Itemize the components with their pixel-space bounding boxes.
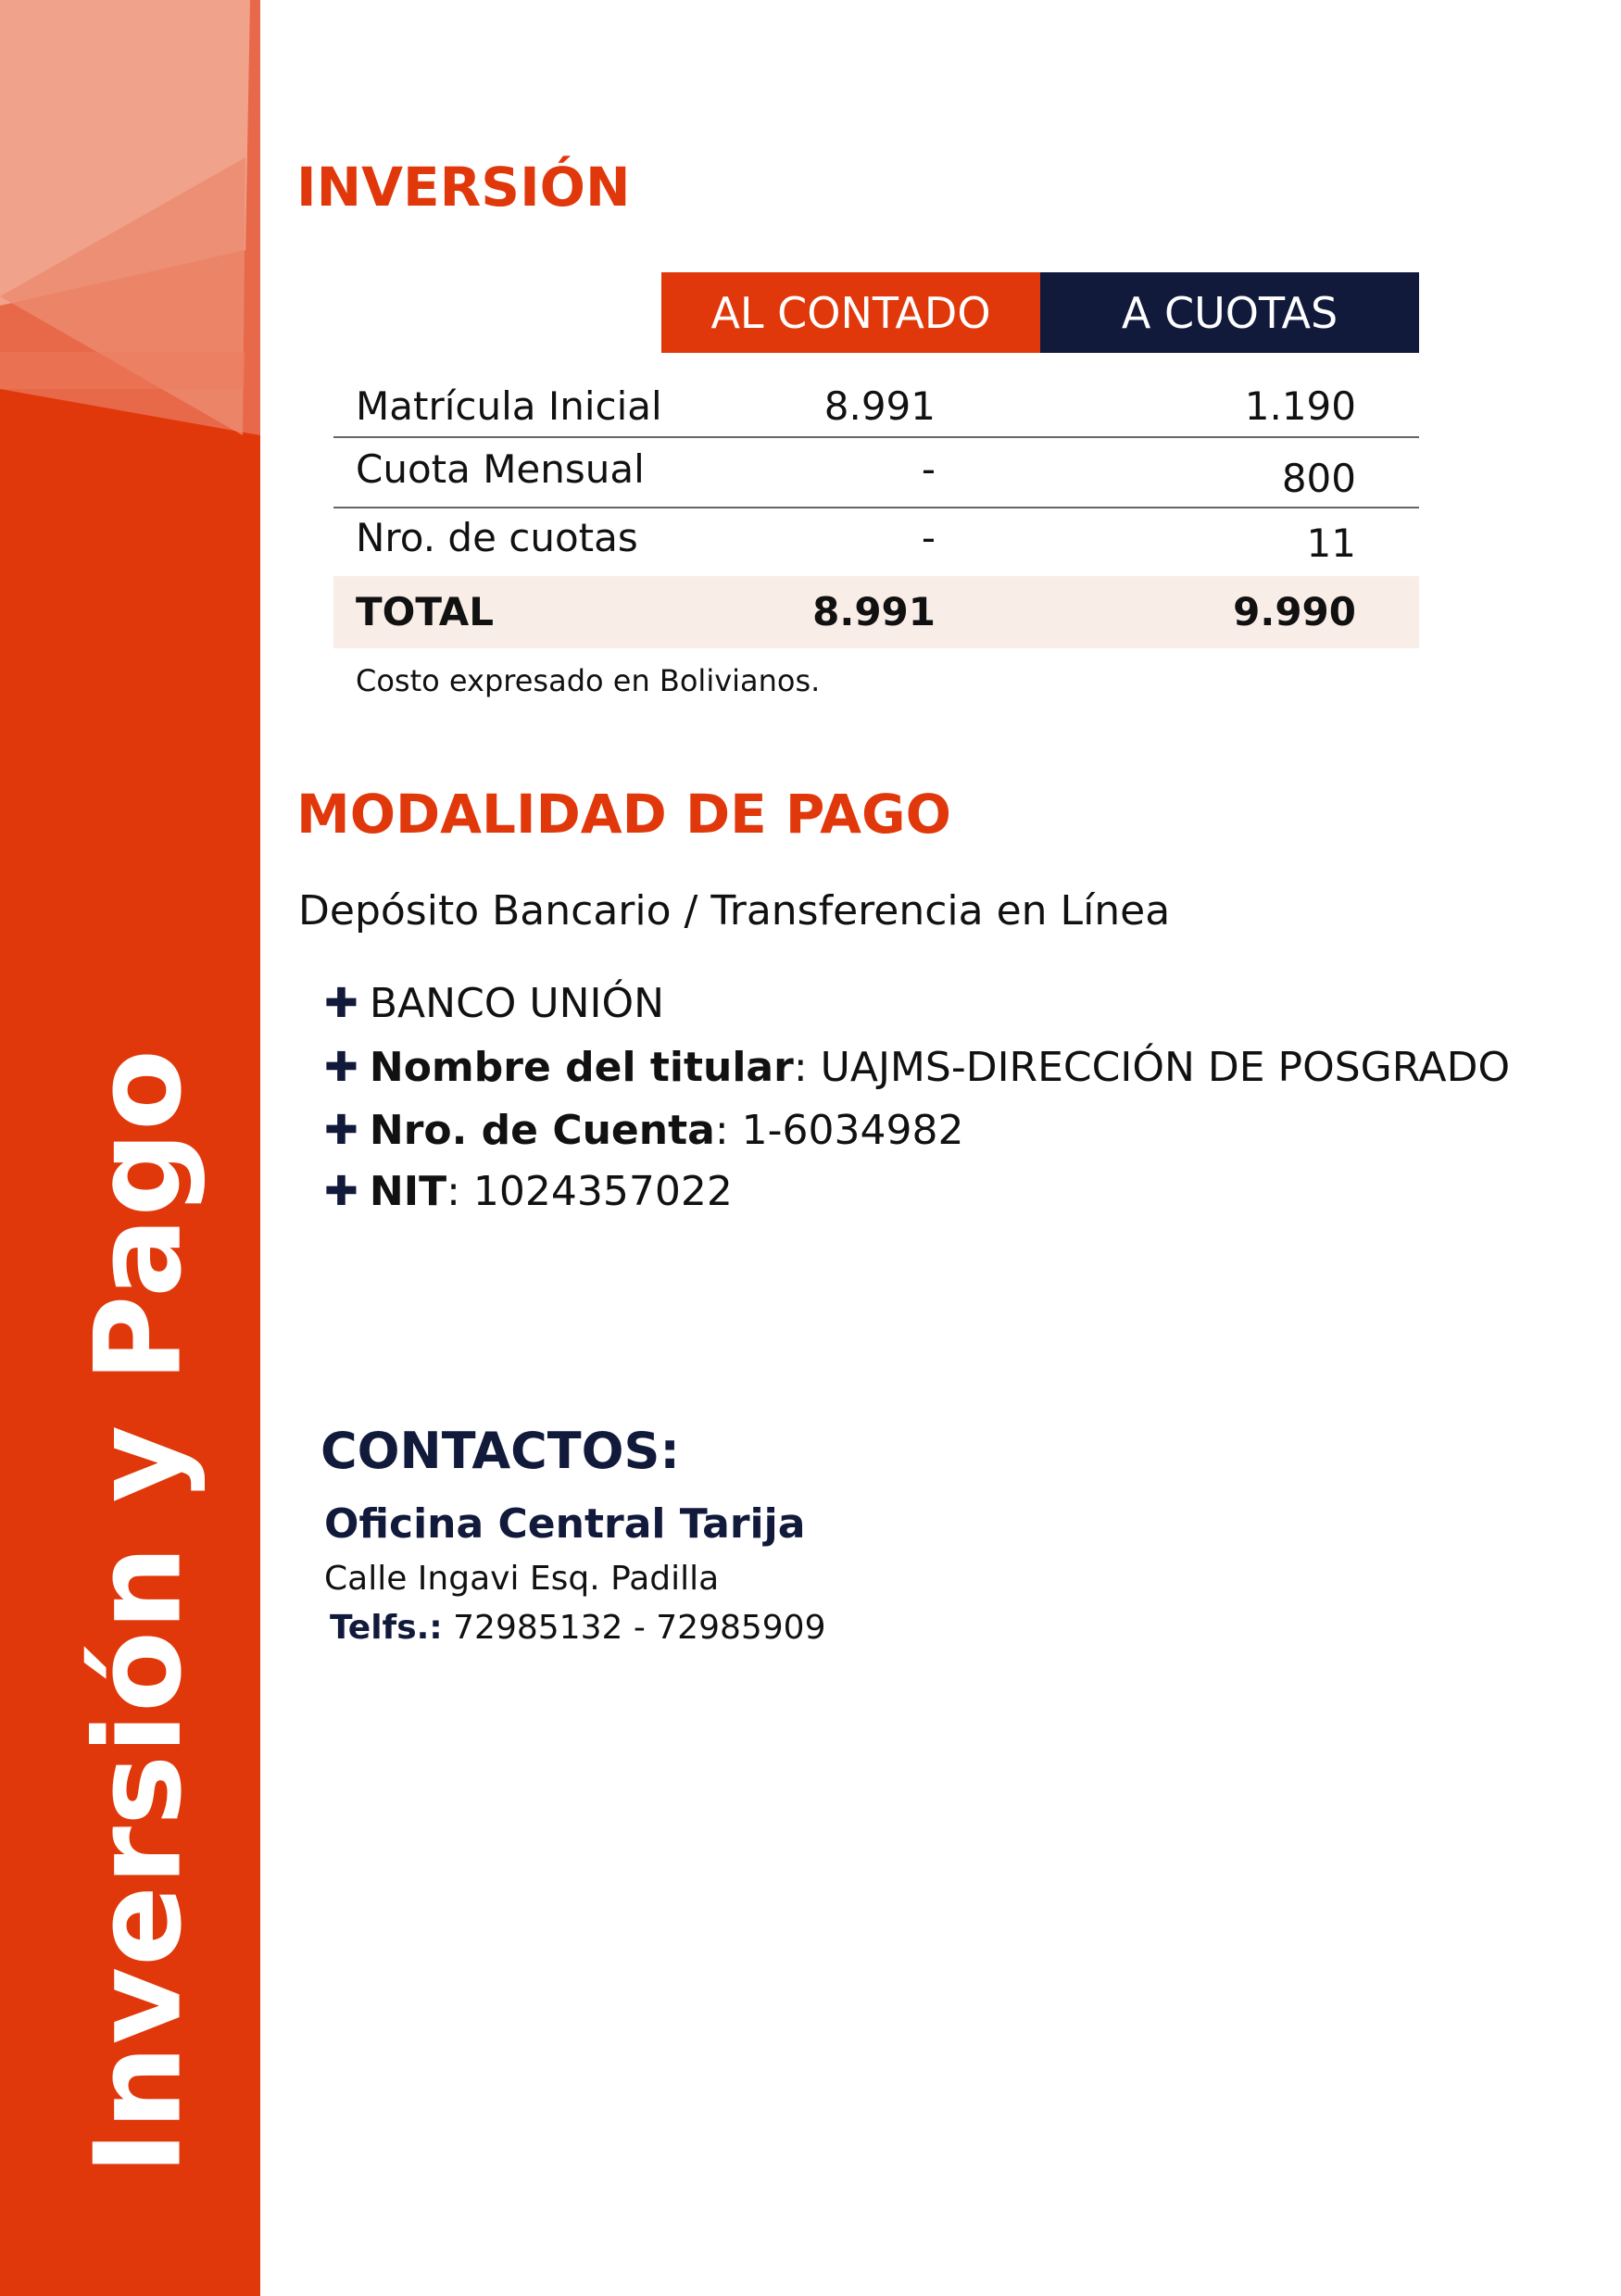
phone-numbers: 72985132 - 72985909: [442, 1609, 826, 1647]
contado-value: -: [921, 446, 936, 492]
office-address: Calle Ingavi Esq. Padilla: [324, 1560, 720, 1598]
office-name: Oficina Central Tarija: [324, 1500, 806, 1548]
contactos-heading: CONTACTOS:: [320, 1422, 681, 1480]
modalidad-heading: MODALIDAD DE PAGO: [296, 783, 951, 846]
plus-icon: ✚: [324, 1107, 358, 1154]
contado-value: 8.991: [823, 383, 936, 429]
phone-line: Telfs.: 72985132 - 72985909: [330, 1609, 826, 1647]
total-label: TOTAL: [356, 589, 495, 634]
total-cuotas: 9.990: [1233, 589, 1356, 634]
cuotas-value: 11: [1306, 521, 1356, 566]
item-value: : 1024357022: [446, 1168, 733, 1215]
column-header-contado: AL CONTADO: [661, 272, 1040, 353]
item-key: NIT: [369, 1168, 447, 1215]
row-divider: [333, 436, 1419, 438]
contado-value: -: [921, 515, 936, 560]
payment-item: ✚ NIT: 1024357022: [324, 1168, 733, 1215]
inversion-heading: INVERSIÓN: [296, 156, 631, 219]
item-key: Nro. de Cuenta: [369, 1107, 715, 1154]
item-value: BANCO UNIÓN: [369, 980, 665, 1027]
item-value: : 1-6034982: [714, 1107, 964, 1154]
plus-icon: ✚: [324, 1044, 358, 1091]
sidebar-vertical-title: Inversión y Pago: [69, 1048, 208, 2176]
row-divider: [333, 507, 1419, 508]
plus-icon: ✚: [324, 1168, 358, 1215]
sidebar-band: Inversión y Pago: [0, 0, 260, 2296]
phone-label: Telfs.:: [330, 1609, 443, 1647]
currency-note: Costo expresado en Bolivianos.: [356, 663, 821, 698]
total-contado: 8.991: [812, 589, 936, 634]
item-value: : UAJMS-DIRECCIÓN DE POSGRADO: [793, 1044, 1511, 1091]
plus-icon: ✚: [324, 980, 358, 1027]
payment-item: ✚ Nombre del titular: UAJMS-DIRECCIÓN DE …: [324, 1044, 1510, 1091]
payment-item: ✚ Nro. de Cuenta: 1-6034982: [324, 1107, 963, 1154]
row-label: Matrícula Inicial: [356, 383, 662, 429]
cuotas-value: 1.190: [1244, 383, 1356, 429]
column-header-cuotas: A CUOTAS: [1040, 272, 1419, 353]
payment-method: Depósito Bancario / Transferencia en Lín…: [298, 887, 1171, 935]
decorative-shapes: [0, 0, 260, 435]
row-label: Nro. de cuotas: [356, 515, 638, 560]
row-label: Cuota Mensual: [356, 446, 645, 492]
payment-item: ✚ BANCO UNIÓN: [324, 980, 664, 1027]
total-row: TOTAL 8.991 9.990: [333, 576, 1419, 648]
cuotas-value: 800: [1281, 456, 1356, 501]
item-key: Nombre del titular: [369, 1044, 794, 1091]
